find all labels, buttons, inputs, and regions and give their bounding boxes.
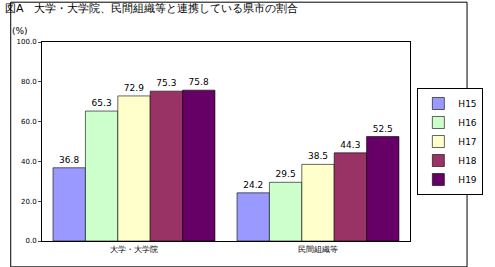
svg-text:大学・大学院: 大学・大学院 bbox=[110, 245, 158, 254]
svg-text:H16: H16 bbox=[458, 118, 476, 128]
svg-text:24.2: 24.2 bbox=[243, 180, 263, 190]
svg-text:52.5: 52.5 bbox=[373, 124, 393, 134]
svg-text:(%): (%) bbox=[12, 26, 28, 36]
svg-text:H18: H18 bbox=[458, 156, 476, 166]
svg-text:40.0: 40.0 bbox=[21, 158, 37, 166]
svg-text:36.8: 36.8 bbox=[59, 155, 79, 165]
svg-text:20.0: 20.0 bbox=[21, 198, 37, 206]
svg-text:60.0: 60.0 bbox=[21, 118, 37, 126]
svg-text:80.0: 80.0 bbox=[21, 78, 37, 86]
svg-text:75.8: 75.8 bbox=[189, 77, 209, 87]
svg-text:38.5: 38.5 bbox=[308, 151, 328, 161]
svg-text:44.3: 44.3 bbox=[340, 140, 360, 150]
svg-text:図A 大学・大学院、民間組織等と連携している県市の割合: 図A 大学・大学院、民間組織等と連携している県市の割合 bbox=[5, 2, 299, 15]
svg-text:75.3: 75.3 bbox=[156, 78, 176, 88]
svg-text:100.0: 100.0 bbox=[17, 38, 37, 46]
svg-text:H19: H19 bbox=[458, 175, 476, 185]
svg-text:H15: H15 bbox=[458, 99, 476, 109]
svg-text:65.3: 65.3 bbox=[92, 98, 112, 108]
svg-text:29.5: 29.5 bbox=[276, 169, 296, 179]
svg-text:0.0: 0.0 bbox=[25, 237, 36, 245]
svg-text:民間組織等: 民間組織等 bbox=[298, 245, 338, 254]
svg-text:72.9: 72.9 bbox=[124, 83, 144, 93]
svg-text:H17: H17 bbox=[458, 137, 476, 147]
